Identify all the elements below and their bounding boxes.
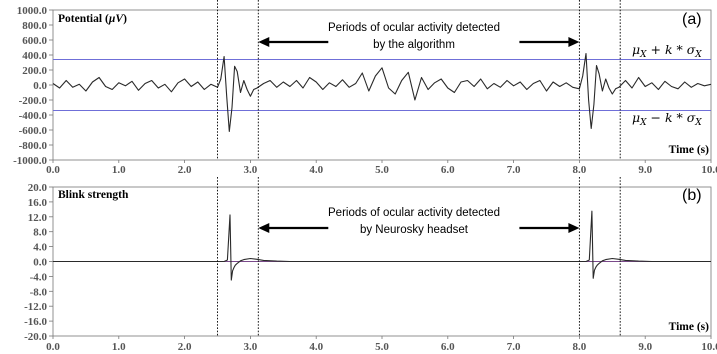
- y-tick-label: 800.0: [22, 20, 47, 32]
- y-tick-label: -800.0: [19, 140, 48, 152]
- panel-b-arrows: [258, 223, 580, 233]
- y-tick-label: 4.0: [33, 242, 47, 254]
- y-tick-label: 0.0: [33, 80, 47, 92]
- panel-b-y-ticks: 20.0 16.0 12.0 8.0 4.0 0.0 -4.0 -8.0 -12.0 -16.0 -…: [24, 182, 53, 343]
- y-tick-label: 0.0: [33, 257, 47, 269]
- y-tick-label: 20.0: [28, 182, 48, 194]
- x-tick-label: 2.0: [178, 341, 192, 353]
- y-tick-label: -1000.0: [13, 155, 47, 167]
- annotation-arrowhead: [568, 223, 580, 233]
- y-tick-label: -8.0: [30, 286, 48, 298]
- y-tick-label: 16.0: [28, 197, 48, 209]
- y-tick-label: -200.0: [19, 95, 48, 107]
- annotation-arrowhead: [258, 223, 270, 233]
- panel-a: 1000.0 800.0 600.0 400.0 200.0 0.0 -200.0 -400.…: [13, 0, 717, 176]
- x-tick-label: 7.0: [507, 341, 521, 353]
- x-tick-label: 10.0: [701, 341, 717, 353]
- x-tick-label: 0.0: [46, 164, 60, 176]
- x-tick-label: 8.0: [573, 164, 587, 176]
- panel-a-annotation-line-2: by the algorithm: [373, 39, 455, 51]
- panel-a-xlabel: Time (s): [669, 144, 710, 156]
- x-tick-label: 6.0: [441, 341, 455, 353]
- panel-a-x-ticks: 0.0 1.0 2.0 3.0 4.0 5.0 6.0 7.0 8.0 9.0 10.0: [46, 160, 717, 176]
- y-tick-label: -12.0: [24, 301, 47, 313]
- panel-b-tag: (b): [682, 187, 702, 204]
- y-tick-label: 600.0: [22, 35, 47, 47]
- x-tick-label: 9.0: [638, 341, 652, 353]
- x-tick-label: 2.0: [178, 164, 192, 176]
- y-tick-label: -400.0: [19, 110, 48, 122]
- x-tick-label: 10.0: [701, 164, 717, 176]
- panel-b-xlabel: Time (s): [669, 321, 710, 333]
- x-tick-label: 5.0: [375, 164, 389, 176]
- series-line: [52, 52, 712, 133]
- upper-threshold-label: μX + k * σX: [632, 42, 702, 60]
- panel-a-ylabel: Potential (µV): [58, 13, 127, 25]
- x-tick-label: 6.0: [441, 164, 455, 176]
- x-tick-label: 0.0: [46, 341, 60, 353]
- x-tick-label: 3.0: [244, 341, 258, 353]
- panel-b-ylabel: Blink strength: [58, 189, 129, 201]
- panel-a-thresholds: [53, 59, 711, 111]
- panel-a-y-ticks: 1000.0 800.0 600.0 400.0 200.0 0.0 -200.0 -400.…: [13, 5, 53, 167]
- x-tick-label: 9.0: [638, 164, 652, 176]
- panel-b-x-ticks: 0.0 1.0 2.0 3.0 4.0 5.0 6.0 7.0 8.0 9.0 10.0: [46, 336, 717, 353]
- x-tick-label: 7.0: [507, 164, 521, 176]
- annotation-arrowhead: [568, 37, 580, 47]
- x-tick-label: 4.0: [309, 341, 323, 353]
- x-tick-label: 1.0: [112, 341, 126, 353]
- panel-a-series: [52, 52, 712, 133]
- panel-b: 20.0 16.0 12.0 8.0 4.0 0.0 -4.0 -8.0 -12.0 -16.0 -…: [24, 177, 717, 353]
- x-tick-label: 1.0: [112, 164, 126, 176]
- x-tick-label: 8.0: [573, 341, 587, 353]
- panel-a-arrows: [258, 37, 580, 47]
- y-tick-label: 1000.0: [17, 5, 48, 17]
- y-tick-label: 400.0: [22, 50, 47, 62]
- lower-threshold-label: μX − k * σX: [632, 110, 702, 128]
- x-tick-label: 5.0: [375, 341, 389, 353]
- panel-a-tag: (a): [682, 11, 702, 28]
- panel-b-annotation-line-2: by Neurosky headset: [360, 224, 469, 236]
- y-tick-label: 12.0: [28, 212, 48, 224]
- y-tick-label: 8.0: [33, 227, 47, 239]
- y-tick-label: 200.0: [22, 65, 47, 77]
- y-tick-label: -20.0: [24, 331, 47, 343]
- panel-a-annotation-line-1: Periods of ocular activity detected: [328, 22, 500, 34]
- panel-b-detection-lines: [217, 177, 621, 336]
- annotation-arrowhead: [258, 37, 270, 47]
- panel-a-detection-lines: [217, 0, 621, 160]
- series-line: [53, 210, 711, 281]
- x-tick-label: 3.0: [244, 164, 258, 176]
- panel-b-series: [53, 210, 711, 281]
- x-tick-label: 4.0: [309, 164, 323, 176]
- y-tick-label: -16.0: [24, 316, 47, 328]
- panel-b-annotation-line-1: Periods of ocular activity detected: [328, 207, 500, 219]
- y-tick-label: -600.0: [19, 125, 48, 137]
- y-tick-label: -4.0: [30, 271, 48, 283]
